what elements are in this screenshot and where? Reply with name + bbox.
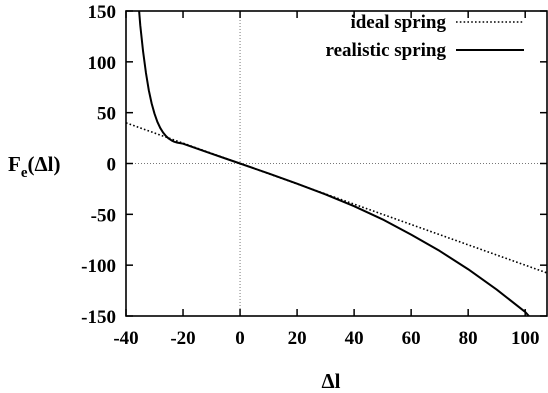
plot-frame bbox=[125, 10, 548, 317]
x-tick-labels: -40 -20 0 20 40 60 80 100 bbox=[113, 328, 539, 349]
x-tick-label: 40 bbox=[345, 328, 364, 349]
y-tick-label: 50 bbox=[97, 104, 116, 125]
y-tick-label: -150 bbox=[81, 307, 116, 328]
y-tick-label: 0 bbox=[107, 155, 117, 176]
x-tick-label: 80 bbox=[459, 328, 478, 349]
legend-label-realistic: realistic spring bbox=[325, 40, 446, 61]
y-tick-labels: 150 100 50 0 -50 -100 -150 bbox=[81, 2, 116, 328]
x-tick-label: -40 bbox=[113, 328, 138, 349]
x-axis-label: Δl bbox=[321, 369, 340, 393]
series-line-realistic bbox=[138, 10, 530, 317]
legend-label-ideal: ideal spring bbox=[350, 12, 446, 33]
x-tick-label: 60 bbox=[402, 328, 421, 349]
x-tick-label: 20 bbox=[288, 328, 307, 349]
y-tick-label: 100 bbox=[88, 53, 117, 74]
y-axis-label-subscript: e bbox=[21, 165, 28, 181]
x-tick-label: 100 bbox=[511, 328, 540, 349]
series-line-ideal bbox=[125, 122, 548, 275]
x-tick-label: -20 bbox=[170, 328, 195, 349]
y-axis-label-base: F bbox=[8, 152, 21, 176]
y-axis-label: Fe(Δl) bbox=[8, 152, 61, 181]
y-tick-label: -50 bbox=[91, 205, 116, 226]
legend: ideal spring realistic spring bbox=[325, 12, 524, 61]
zero-lines bbox=[126, 11, 548, 316]
y-axis-label-tail: (Δl) bbox=[28, 152, 61, 176]
x-tick-label: 0 bbox=[235, 328, 245, 349]
y-tick-label: -100 bbox=[81, 256, 116, 277]
series-lines bbox=[125, 10, 548, 317]
y-tick-label: 150 bbox=[88, 2, 117, 23]
